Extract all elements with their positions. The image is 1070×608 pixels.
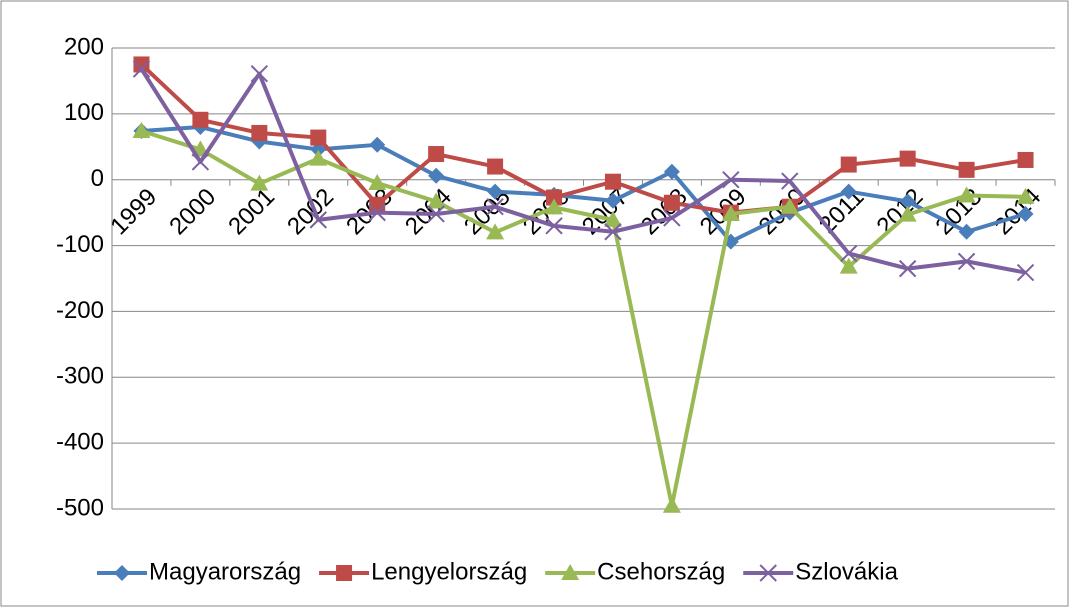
legend-label: Lengyelország — [371, 558, 527, 585]
marker — [428, 167, 445, 184]
marker — [369, 136, 386, 153]
y-tick-label: -100 — [56, 231, 104, 258]
marker — [561, 564, 580, 580]
marker — [603, 210, 622, 227]
marker — [368, 203, 386, 222]
y-tick-label: -200 — [56, 297, 104, 324]
marker — [309, 211, 327, 229]
marker — [250, 64, 269, 83]
legend-label: Csehország — [597, 558, 725, 585]
marker — [957, 186, 976, 203]
marker — [487, 183, 504, 200]
marker — [840, 244, 858, 263]
marker — [428, 146, 445, 163]
marker — [132, 60, 151, 78]
marker — [759, 564, 777, 582]
legend-label: Szlovákia — [795, 558, 898, 585]
y-tick-label: -500 — [56, 494, 104, 521]
marker — [899, 193, 916, 210]
marker — [368, 174, 387, 191]
marker — [839, 257, 858, 274]
marker — [251, 124, 268, 141]
y-tick-label: 100 — [64, 99, 104, 126]
marker — [781, 172, 799, 190]
marker — [336, 565, 353, 581]
y-tick-label: -300 — [56, 363, 104, 390]
y-tick-label: -400 — [56, 428, 104, 455]
marker — [899, 150, 916, 167]
marker — [840, 183, 857, 200]
marker — [958, 223, 975, 240]
marker — [722, 171, 740, 189]
marker — [1016, 187, 1035, 204]
marker — [604, 173, 621, 190]
marker — [545, 198, 564, 215]
marker — [369, 196, 386, 213]
marker — [604, 192, 621, 209]
marker — [604, 223, 622, 241]
marker — [192, 111, 209, 128]
series-line — [139, 68, 1026, 275]
marker — [427, 192, 446, 209]
marker — [663, 163, 680, 180]
series-line — [140, 63, 1026, 215]
y-tick-label: 0 — [91, 165, 104, 192]
marker — [898, 205, 917, 222]
marker — [132, 121, 151, 138]
marker — [487, 158, 504, 175]
marker — [114, 565, 130, 581]
marker — [191, 153, 210, 171]
marker — [545, 217, 563, 235]
marker — [780, 197, 799, 214]
marker — [250, 174, 269, 191]
marker — [663, 194, 680, 211]
marker — [663, 209, 681, 227]
marker — [1016, 263, 1035, 282]
marker — [486, 198, 504, 216]
marker — [427, 205, 445, 223]
marker — [309, 149, 328, 166]
marker — [662, 496, 681, 513]
marker — [1017, 151, 1034, 168]
marker — [486, 223, 505, 240]
legend-label: Magyarország — [149, 558, 301, 585]
marker — [1017, 205, 1034, 222]
marker — [546, 189, 563, 206]
marker — [840, 156, 857, 173]
marker — [310, 129, 327, 146]
series-line — [140, 129, 1026, 508]
marker — [133, 56, 150, 73]
y-tick-label: 200 — [64, 33, 104, 60]
marker — [898, 259, 917, 278]
marker — [721, 204, 740, 221]
marker — [958, 161, 975, 178]
marker — [957, 252, 976, 271]
